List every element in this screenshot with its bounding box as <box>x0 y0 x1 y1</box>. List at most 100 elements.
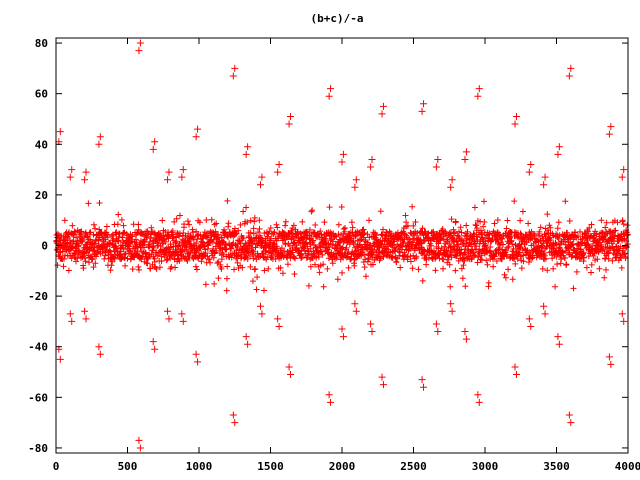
band-point <box>215 275 222 282</box>
band-point <box>308 208 315 215</box>
data-point <box>325 92 333 100</box>
band-point <box>339 269 346 276</box>
data-point <box>135 436 143 444</box>
band-point <box>109 258 116 265</box>
band-point <box>244 219 251 226</box>
data-point <box>475 398 483 406</box>
band-point <box>61 255 68 262</box>
band-point <box>444 236 451 243</box>
band-point <box>92 225 99 232</box>
data-point <box>620 166 628 174</box>
y-tick-label: -80 <box>28 442 48 455</box>
band-point <box>234 253 241 260</box>
data-point <box>554 333 562 341</box>
band-point <box>428 242 435 249</box>
data-point <box>151 138 159 146</box>
band-point <box>592 228 599 235</box>
band-point <box>198 258 205 265</box>
band-point <box>273 221 280 228</box>
band-point <box>522 246 529 253</box>
data-point <box>618 173 626 181</box>
band-point <box>442 228 449 235</box>
band-point <box>223 275 230 282</box>
band-point <box>384 229 391 236</box>
band-point <box>291 254 298 261</box>
band-point <box>135 226 142 233</box>
data-point <box>554 150 562 158</box>
data-point <box>339 150 347 158</box>
band-point <box>325 255 332 262</box>
band-point <box>251 266 258 273</box>
data-point <box>151 345 159 353</box>
band-point <box>543 243 550 250</box>
data-point <box>618 310 626 318</box>
band-point <box>392 254 399 261</box>
band-point <box>204 253 211 260</box>
band-point <box>121 255 128 262</box>
band-point <box>253 286 260 293</box>
band-point <box>504 244 511 251</box>
data-point <box>242 333 250 341</box>
band-point <box>221 226 228 233</box>
band-point <box>373 254 380 261</box>
band-point <box>620 221 627 228</box>
band-point <box>603 219 610 226</box>
band-point <box>320 283 327 290</box>
band-point <box>206 256 213 263</box>
data-point <box>605 130 613 138</box>
band-point <box>547 237 554 244</box>
band-point <box>491 220 498 227</box>
band-point <box>235 227 242 234</box>
band-point <box>224 263 231 270</box>
band-point <box>82 258 89 265</box>
y-tick-label: 40 <box>35 138 48 151</box>
band-point <box>619 217 626 224</box>
band-point <box>291 271 298 278</box>
band-point <box>590 252 597 259</box>
band-point <box>490 263 497 270</box>
data-point <box>555 340 563 348</box>
band-point <box>509 241 516 248</box>
band-point <box>102 252 109 259</box>
band-point <box>215 231 222 238</box>
data-point <box>378 110 386 118</box>
band-point <box>404 222 411 229</box>
band-point <box>503 253 510 260</box>
data-point <box>242 150 250 158</box>
band-point <box>290 222 297 229</box>
band-point <box>349 224 356 231</box>
band-point <box>436 255 443 262</box>
band-point <box>90 244 97 251</box>
band-point <box>558 256 565 263</box>
data-point <box>607 123 615 131</box>
band-point <box>345 264 352 271</box>
band-point <box>601 274 608 281</box>
data-point <box>418 376 426 384</box>
band-point <box>562 198 569 205</box>
band-point <box>474 236 481 243</box>
band-point <box>520 258 527 265</box>
data-point <box>511 363 519 371</box>
data-point <box>229 411 237 419</box>
band-point <box>334 276 341 283</box>
band-point <box>440 265 447 272</box>
band-point <box>228 254 235 261</box>
band-point <box>393 258 400 265</box>
band-point <box>301 239 308 246</box>
band-point <box>112 243 119 250</box>
data-point <box>135 47 143 55</box>
data-point <box>338 158 346 166</box>
band-point <box>193 266 200 273</box>
data-point <box>540 181 548 189</box>
band-point <box>327 229 334 236</box>
band-point <box>299 218 306 225</box>
data-point <box>512 371 520 379</box>
data-point <box>258 173 266 181</box>
band-point <box>455 241 462 248</box>
band-point <box>584 228 591 235</box>
band-point <box>158 258 165 265</box>
x-tick-label: 1000 <box>186 460 213 473</box>
band-point <box>588 261 595 268</box>
band-point <box>201 243 208 250</box>
band-point <box>303 228 310 235</box>
